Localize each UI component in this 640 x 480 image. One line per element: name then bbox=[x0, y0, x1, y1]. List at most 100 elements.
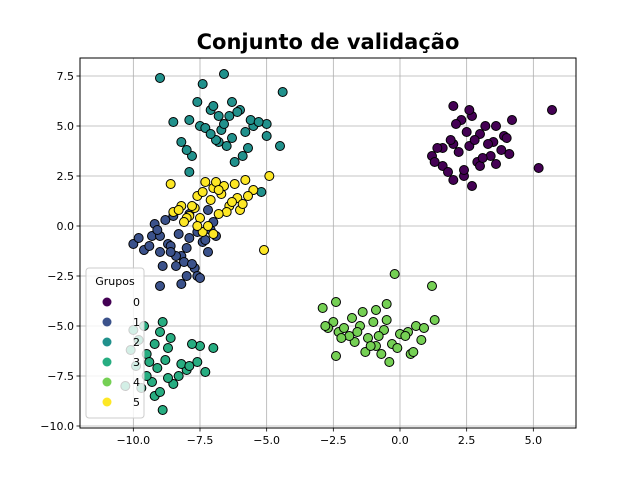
data-point bbox=[184, 167, 195, 177]
data-point bbox=[176, 279, 187, 289]
data-point bbox=[160, 355, 171, 365]
data-point bbox=[491, 159, 501, 169]
data-point bbox=[429, 315, 440, 325]
data-point bbox=[464, 105, 475, 115]
data-point bbox=[155, 281, 165, 291]
data-point bbox=[203, 247, 213, 257]
data-point bbox=[184, 115, 195, 125]
data-point bbox=[144, 241, 155, 251]
legend-marker bbox=[102, 317, 112, 327]
data-point bbox=[157, 405, 168, 415]
data-point bbox=[392, 343, 403, 353]
data-point bbox=[368, 317, 379, 327]
data-point bbox=[155, 327, 165, 337]
legend-marker bbox=[102, 297, 112, 307]
data-point bbox=[179, 217, 189, 227]
data-points bbox=[120, 69, 557, 415]
data-point bbox=[253, 117, 264, 127]
data-point bbox=[277, 87, 288, 97]
data-point bbox=[229, 179, 240, 189]
data-point bbox=[480, 121, 491, 131]
data-point bbox=[163, 373, 173, 383]
data-point bbox=[445, 135, 456, 145]
legend-frame bbox=[85, 267, 145, 419]
x-tick-label: 0.0 bbox=[391, 434, 409, 447]
data-point bbox=[149, 339, 160, 349]
legend-label: 0 bbox=[133, 296, 140, 309]
data-point bbox=[496, 145, 507, 155]
data-point bbox=[459, 165, 469, 175]
data-point bbox=[163, 343, 173, 353]
series-5 bbox=[165, 171, 275, 255]
x-tick-label: −7.5 bbox=[187, 434, 214, 447]
data-point bbox=[197, 187, 208, 197]
legend-marker bbox=[102, 357, 112, 367]
y-tick-label: −10.0 bbox=[40, 420, 74, 433]
data-point bbox=[347, 313, 357, 323]
y-tick-label: 0.0 bbox=[57, 220, 75, 233]
data-point bbox=[221, 141, 232, 151]
data-point bbox=[331, 297, 341, 307]
legend-title: Grupos bbox=[95, 275, 135, 288]
x-tick-label: −10.0 bbox=[116, 434, 150, 447]
data-point bbox=[157, 261, 168, 271]
data-point bbox=[168, 117, 179, 127]
data-point bbox=[261, 131, 272, 141]
y-tick-label: −7.5 bbox=[47, 370, 74, 383]
data-point bbox=[229, 157, 240, 167]
data-point bbox=[227, 133, 237, 143]
data-point bbox=[165, 179, 176, 189]
axis-ticks: −10.0 −7.5 −5.0 −2.5 0.0 2.5 5.0 −10.0 −7.5 −5.0 −… bbox=[40, 70, 542, 447]
y-tick-label: 7.5 bbox=[57, 70, 75, 83]
legend-label: 2 bbox=[133, 336, 140, 349]
data-point bbox=[157, 317, 168, 327]
data-point bbox=[376, 349, 387, 359]
series-4 bbox=[317, 269, 440, 367]
x-tick-label: −2.5 bbox=[320, 434, 347, 447]
data-point bbox=[192, 97, 203, 107]
data-point bbox=[165, 333, 176, 343]
data-point bbox=[352, 327, 363, 337]
data-point bbox=[237, 199, 248, 209]
data-point bbox=[173, 371, 184, 381]
data-point bbox=[200, 367, 211, 377]
data-point bbox=[187, 339, 197, 349]
data-point bbox=[371, 305, 381, 315]
data-point bbox=[227, 197, 237, 207]
data-point bbox=[264, 171, 275, 181]
x-tick-label: −5.0 bbox=[253, 434, 280, 447]
data-point bbox=[432, 143, 443, 153]
data-point bbox=[400, 331, 411, 341]
data-point bbox=[181, 243, 192, 253]
data-point bbox=[275, 141, 285, 151]
data-point bbox=[339, 323, 349, 333]
data-point bbox=[451, 119, 461, 129]
data-point bbox=[197, 79, 208, 89]
data-point bbox=[208, 101, 219, 111]
data-point bbox=[259, 245, 269, 255]
data-point bbox=[427, 281, 437, 291]
data-point bbox=[240, 127, 251, 137]
x-tick-label: 5.0 bbox=[525, 434, 543, 447]
data-point bbox=[192, 357, 203, 367]
data-point bbox=[483, 139, 493, 149]
data-point bbox=[155, 247, 165, 257]
data-point bbox=[224, 111, 235, 121]
data-point bbox=[429, 157, 440, 167]
data-point bbox=[203, 205, 213, 215]
data-point bbox=[467, 181, 477, 191]
data-point bbox=[213, 111, 224, 121]
data-point bbox=[187, 201, 197, 211]
data-point bbox=[336, 333, 347, 343]
data-point bbox=[160, 215, 171, 225]
legend: Grupos 0 1 2 3 4 5 bbox=[85, 267, 145, 419]
data-point bbox=[365, 341, 376, 351]
legend-label: 5 bbox=[133, 396, 140, 409]
data-point bbox=[203, 221, 213, 231]
data-point bbox=[208, 343, 219, 353]
data-point bbox=[200, 177, 211, 187]
data-point bbox=[205, 129, 216, 139]
data-point bbox=[384, 357, 395, 367]
data-point bbox=[176, 137, 187, 147]
